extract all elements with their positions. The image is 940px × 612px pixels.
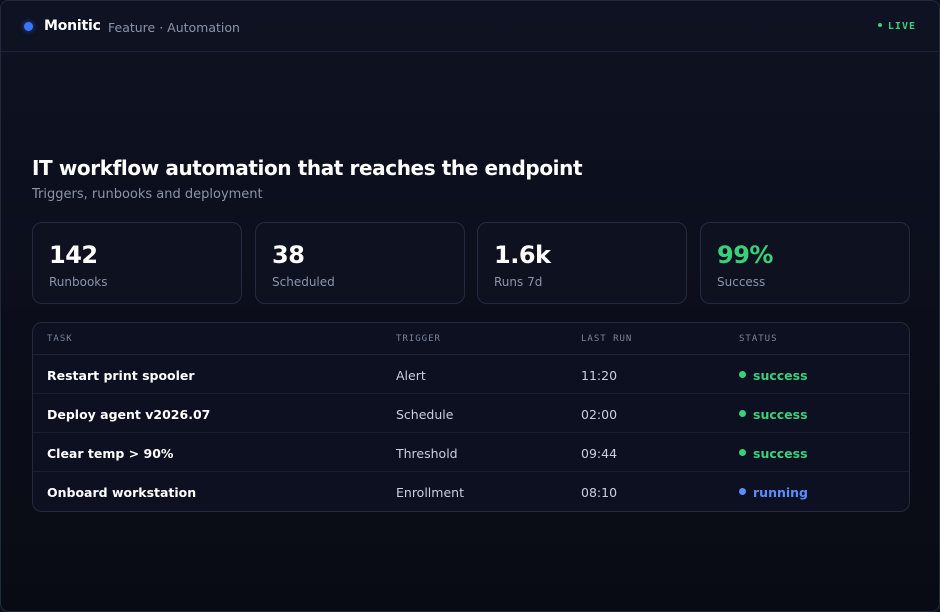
- status-text: success: [753, 368, 808, 383]
- top-bar: Monitic Feature · Automation LIVE: [1, 1, 939, 52]
- task-name: Clear temp > 90%: [47, 446, 174, 461]
- status-dot-icon: [739, 371, 746, 378]
- last-run-cell: 08:10: [581, 485, 618, 500]
- stat-card-runs: 1.6k Runs 7d: [477, 222, 687, 304]
- trigger-cell: Enrollment: [396, 485, 464, 500]
- stat-label: Success: [717, 275, 766, 289]
- column-header-status[interactable]: STATUS: [739, 334, 778, 344]
- stat-card-runbooks: 142 Runbooks: [32, 222, 242, 304]
- stat-label: Runs 7d: [494, 275, 543, 289]
- table-row[interactable]: Onboard workstation Enrollment 08:10 run…: [33, 472, 909, 511]
- table-header: TASK TRIGGER LAST RUN STATUS: [33, 323, 909, 355]
- trigger-cell: Threshold: [396, 446, 458, 461]
- status-text: running: [753, 485, 808, 500]
- column-header-trigger[interactable]: TRIGGER: [396, 334, 441, 344]
- column-header-last-run[interactable]: LAST RUN: [581, 334, 633, 344]
- stat-card-success: 99% Success: [700, 222, 910, 304]
- table-row[interactable]: Restart print spooler Alert 11:20 succes…: [33, 355, 909, 394]
- stat-value: 99%: [717, 241, 773, 269]
- live-badge: LIVE: [877, 21, 916, 32]
- status-badge: success: [739, 368, 808, 383]
- status-dot-icon: [739, 449, 746, 456]
- live-dot-icon: [877, 23, 882, 27]
- breadcrumb: Feature · Automation: [108, 20, 240, 35]
- status-dot-icon: [739, 488, 746, 495]
- brand-logo-icon: [24, 22, 33, 31]
- stat-value: 142: [49, 241, 98, 269]
- stat-card-scheduled: 38 Scheduled: [255, 222, 465, 304]
- last-run-cell: 02:00: [581, 407, 618, 422]
- status-text: success: [753, 407, 808, 422]
- status-badge: success: [739, 446, 808, 461]
- automation-table: TASK TRIGGER LAST RUN STATUS Restart pri…: [32, 322, 910, 512]
- table-row[interactable]: Clear temp > 90% Threshold 09:44 success: [33, 433, 909, 472]
- last-run-cell: 11:20: [581, 368, 618, 383]
- table-row[interactable]: Deploy agent v2026.07 Schedule 02:00 suc…: [33, 394, 909, 433]
- status-dot-icon: [739, 410, 746, 417]
- stat-value: 38: [272, 241, 305, 269]
- live-label: LIVE: [887, 21, 916, 32]
- status-text: success: [753, 446, 808, 461]
- status-badge: running: [739, 485, 808, 500]
- trigger-cell: Schedule: [396, 407, 454, 422]
- status-badge: success: [739, 407, 808, 422]
- stat-label: Runbooks: [49, 275, 108, 289]
- task-name: Restart print spooler: [47, 368, 195, 383]
- stat-value: 1.6k: [494, 241, 551, 269]
- stats-row: 142 Runbooks 38 Scheduled 1.6k Runs 7d 9…: [32, 222, 910, 304]
- task-name: Onboard workstation: [47, 485, 197, 500]
- page-subtitle: Triggers, runbooks and deployment: [32, 187, 263, 202]
- task-name: Deploy agent v2026.07: [47, 407, 211, 422]
- last-run-cell: 09:44: [581, 446, 618, 461]
- brand-name[interactable]: Monitic: [44, 18, 101, 34]
- page-title: IT workflow automation that reaches the …: [32, 156, 583, 180]
- trigger-cell: Alert: [396, 368, 426, 383]
- stat-label: Scheduled: [272, 275, 335, 289]
- column-header-task[interactable]: TASK: [47, 334, 73, 344]
